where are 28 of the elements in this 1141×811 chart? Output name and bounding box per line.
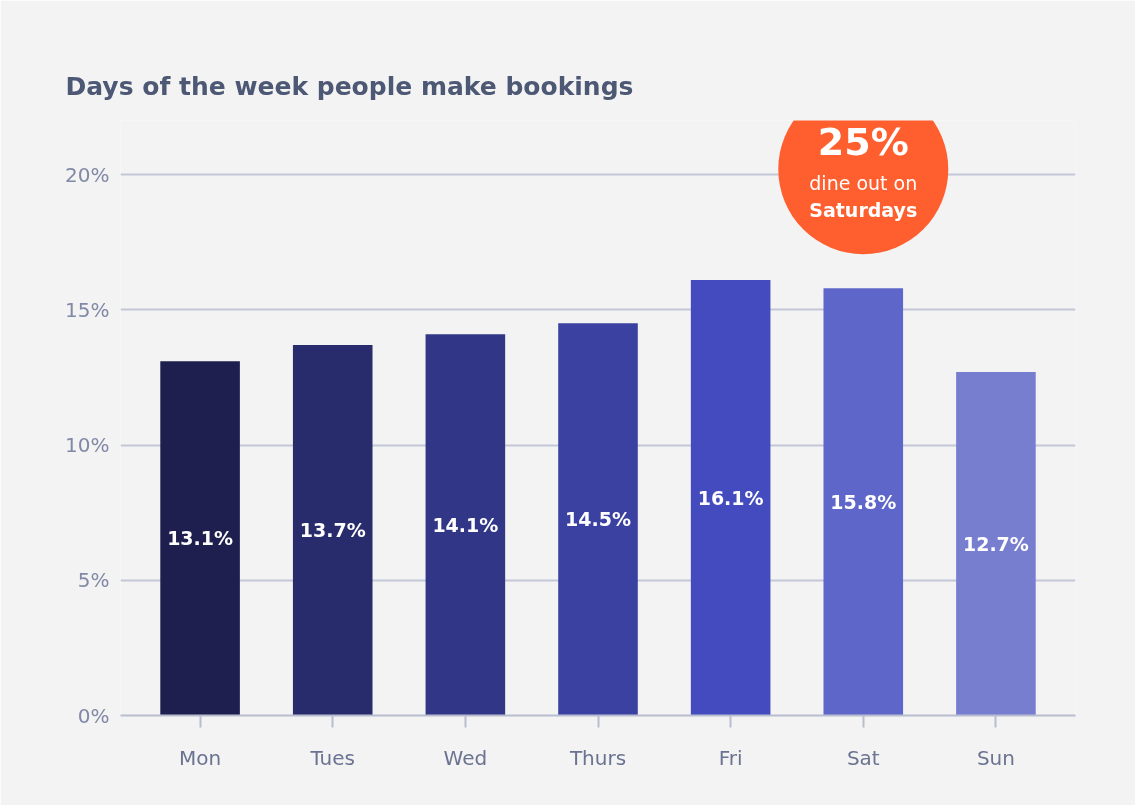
x-tick-label: Tues (309, 745, 356, 770)
data-label: 16.1% (697, 486, 764, 509)
chart-title: Days of the week people make bookings (65, 71, 634, 101)
x-tick-label: Wed (443, 745, 488, 770)
data-label: 13.7% (299, 519, 366, 542)
data-label: 13.1% (167, 527, 234, 550)
data-label: 15.8% (830, 490, 897, 513)
bar (956, 372, 1036, 716)
x-tick-label: Sun (976, 745, 1015, 770)
x-tick-label: Sat (846, 745, 880, 770)
annotation: 25% dine out on Saturdays (809, 120, 918, 221)
y-tick-label: 0% (77, 703, 110, 728)
bar (292, 344, 373, 716)
data-label: 12.7% (962, 532, 1029, 555)
bar (425, 334, 506, 716)
bar (558, 323, 638, 716)
y-tick-label: 15% (65, 297, 110, 322)
y-tick-label: 10% (65, 433, 110, 458)
bar (160, 361, 240, 716)
y-tick-label: 5% (77, 568, 110, 593)
y-tick-label: 20% (65, 162, 110, 187)
bar (690, 280, 771, 716)
data-label: 14.5% (565, 508, 631, 531)
x-tick-label: Mon (179, 745, 222, 770)
data-label: 14.1% (432, 513, 499, 536)
x-tick-label: Thurs (568, 745, 627, 770)
bar (823, 288, 904, 716)
x-tick-label: Fri (718, 745, 743, 770)
